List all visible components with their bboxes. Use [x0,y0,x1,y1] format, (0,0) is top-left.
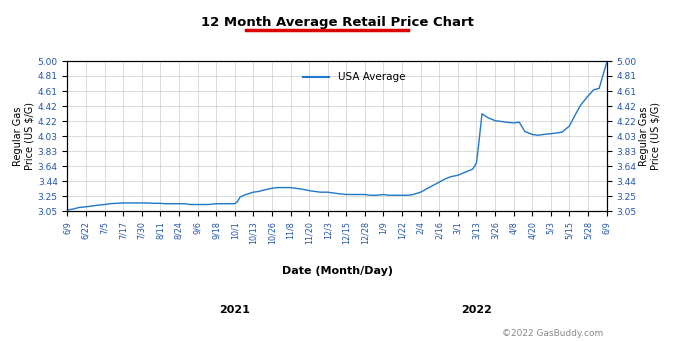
Text: 2022: 2022 [461,306,492,315]
Text: 12 Month Average Retail Price Chart: 12 Month Average Retail Price Chart [201,16,473,29]
Text: 2021: 2021 [219,306,250,315]
X-axis label: Date (Month/Day): Date (Month/Day) [282,266,392,276]
Y-axis label: Regular Gas
Price (US $/G): Regular Gas Price (US $/G) [13,102,35,170]
Text: ©2022 GasBuddy.com: ©2022 GasBuddy.com [502,329,603,338]
Y-axis label: Regular Gas
Price (US $/G): Regular Gas Price (US $/G) [639,102,661,170]
Legend: USA Average: USA Average [299,68,409,86]
